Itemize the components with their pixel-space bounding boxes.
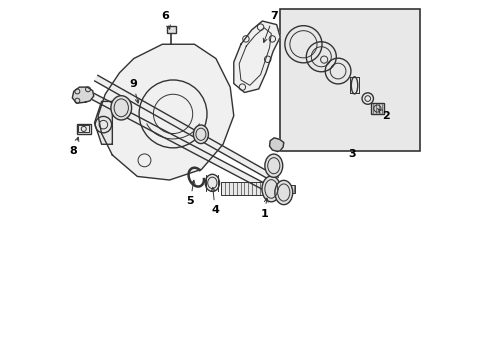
- Ellipse shape: [111, 96, 131, 120]
- Polygon shape: [84, 90, 283, 199]
- Ellipse shape: [262, 176, 280, 202]
- Text: 8: 8: [70, 137, 79, 156]
- Bar: [221, 182, 267, 195]
- Text: 1: 1: [260, 198, 268, 219]
- Text: 3: 3: [347, 149, 355, 159]
- Bar: [78, 125, 89, 132]
- Text: 9: 9: [129, 78, 139, 103]
- Bar: [370, 103, 383, 114]
- Ellipse shape: [274, 180, 292, 204]
- Text: 7: 7: [263, 11, 277, 42]
- Text: 4: 4: [211, 188, 219, 215]
- Ellipse shape: [205, 174, 219, 192]
- Text: 6: 6: [161, 11, 170, 29]
- Text: 5: 5: [186, 180, 195, 206]
- Ellipse shape: [193, 125, 208, 144]
- Polygon shape: [233, 21, 280, 93]
- Ellipse shape: [264, 154, 282, 177]
- Polygon shape: [94, 102, 112, 144]
- Bar: [166, 26, 175, 33]
- Polygon shape: [95, 75, 278, 183]
- Polygon shape: [72, 87, 94, 103]
- Text: 2: 2: [377, 109, 389, 121]
- Bar: [280, 185, 294, 193]
- Polygon shape: [98, 44, 233, 180]
- Polygon shape: [269, 138, 283, 152]
- Bar: [280, 9, 419, 152]
- Bar: [77, 123, 91, 134]
